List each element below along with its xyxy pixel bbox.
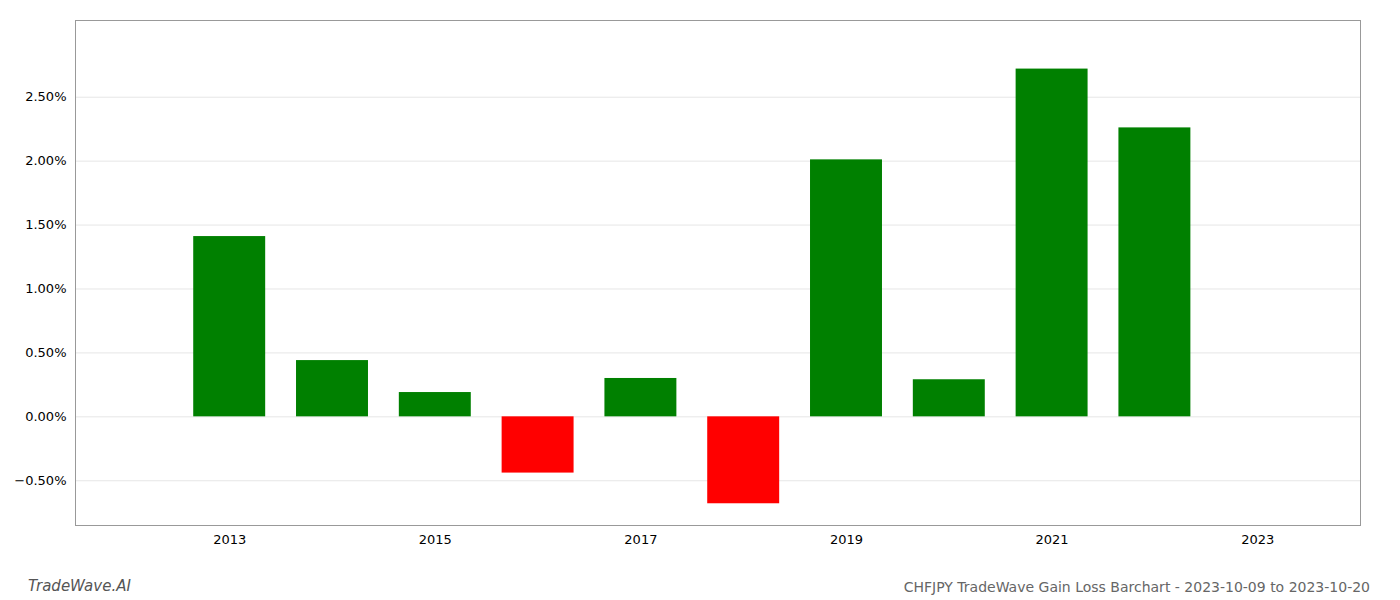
svg-text:2017: 2017 <box>624 532 657 547</box>
svg-text:−0.50%: −0.50% <box>14 473 66 488</box>
svg-text:2.00%: 2.00% <box>25 153 66 168</box>
svg-text:0.00%: 0.00% <box>25 409 66 424</box>
svg-text:1.00%: 1.00% <box>25 281 66 296</box>
svg-text:2019: 2019 <box>830 532 863 547</box>
svg-text:2021: 2021 <box>1036 532 1069 547</box>
svg-text:2013: 2013 <box>213 532 246 547</box>
svg-text:2015: 2015 <box>419 532 452 547</box>
svg-text:0.50%: 0.50% <box>25 345 66 360</box>
svg-text:2.50%: 2.50% <box>25 89 66 104</box>
svg-text:2023: 2023 <box>1241 532 1274 547</box>
html-text:TradeWave.AI: TradeWave.AI <box>28 577 131 595</box>
html-text:CHFJPY TradeWave Gain Loss Bar: CHFJPY TradeWave Gain Loss Barchart - 20… <box>903 579 1370 595</box>
svg-text:1.50%: 1.50% <box>25 217 66 232</box>
